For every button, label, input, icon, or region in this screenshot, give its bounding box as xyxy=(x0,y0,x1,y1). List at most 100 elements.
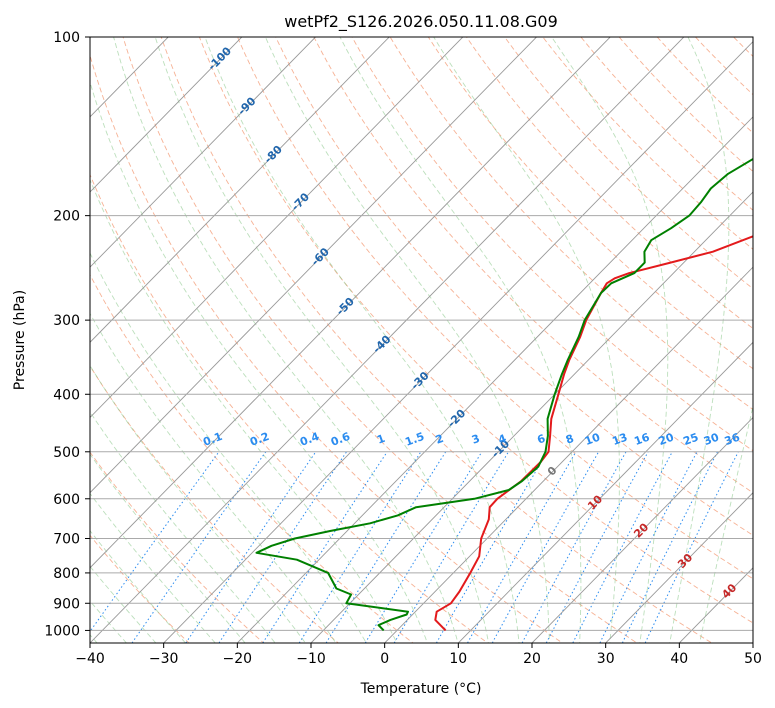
moist-adiabat-line xyxy=(154,37,490,643)
moist-adiabat-line xyxy=(90,312,337,643)
mixing-ratio-label: 0.4 xyxy=(298,430,321,449)
isotherm-line xyxy=(457,341,753,643)
mixing-ratio-label: 1 xyxy=(375,432,387,447)
isotherm-line xyxy=(678,567,753,643)
isotherm-line xyxy=(310,191,753,643)
dry-adiabat-line xyxy=(580,37,753,211)
isotherm-line xyxy=(90,37,611,569)
mixing-ratio-label: 0.2 xyxy=(248,430,271,449)
temperature-profile xyxy=(434,235,753,632)
dry-adiabat-line xyxy=(745,10,775,655)
isotherm-line xyxy=(90,37,390,343)
moist-adiabat-line xyxy=(669,37,730,643)
dewpoint-profile xyxy=(255,157,753,632)
isotherm-line xyxy=(384,266,753,643)
moist-adiabat-line xyxy=(433,37,620,643)
dry-adiabat-line xyxy=(313,37,753,494)
moist-adiabat-line xyxy=(90,178,398,643)
y-tick-label: 700 xyxy=(53,532,80,548)
x-tick-label: 20 xyxy=(523,651,541,667)
moist-adiabat-line xyxy=(90,530,187,643)
mixing-ratio-line xyxy=(218,451,348,643)
isobar-gridlines xyxy=(90,37,753,631)
moist-adiabat-line xyxy=(90,565,157,643)
mixing-ratio-line xyxy=(364,451,483,643)
dry-adiabat-line xyxy=(90,173,489,643)
mixing-ratio-line xyxy=(185,451,317,643)
moist-adiabat-line xyxy=(90,600,128,643)
isotherm-line xyxy=(163,41,753,643)
mixing-ratio-label: 16 xyxy=(633,430,652,448)
mixing-ratio-line xyxy=(545,451,649,643)
moist-adiabat-line xyxy=(264,37,550,643)
mixing-ratio-line xyxy=(521,451,627,643)
y-axis-title: Pressure (hPa) xyxy=(12,290,28,390)
isotherm-line xyxy=(90,37,685,643)
mixing-ratio-label: 0.1 xyxy=(201,430,224,449)
isotherm-line xyxy=(90,37,243,193)
moist-adiabat-line xyxy=(204,37,520,643)
mixing-ratio-label: 10 xyxy=(583,430,602,448)
x-tick-label: 10 xyxy=(449,651,467,667)
mixing-ratio-line xyxy=(298,451,422,643)
x-tick-label: 30 xyxy=(597,651,615,667)
isotherm-line xyxy=(90,37,538,494)
moist-adiabat-line xyxy=(90,252,367,643)
mixing-ratio-label: 8 xyxy=(564,432,576,447)
dry-adiabat-line xyxy=(237,37,753,580)
mixing-ratio-label: 25 xyxy=(681,431,700,448)
y-tick-label: 600 xyxy=(53,492,80,508)
plot-area: -100-90-80-70-60-50-40-30-20-10010203040… xyxy=(90,10,775,655)
mixing-ratio-line xyxy=(467,451,577,643)
mixing-ratio-label: 36 xyxy=(723,430,742,448)
mixing-ratio-label: 20 xyxy=(657,430,676,448)
y-tick-label: 1000 xyxy=(44,623,80,639)
dry-adiabat-line xyxy=(90,534,190,643)
isotherms xyxy=(90,37,753,643)
moist-adiabat-line xyxy=(90,364,306,643)
isotherm-line xyxy=(236,116,753,643)
dry-adiabat-line xyxy=(504,37,753,290)
y-axis: 100 200 300 400 500 600 700 800 900 1000 xyxy=(44,30,90,639)
x-axis-title: Temperature (°C) xyxy=(360,681,482,697)
mixing-ratio-line xyxy=(262,451,388,643)
isotherm-line xyxy=(90,37,169,118)
mixing-ratio-line xyxy=(572,451,673,643)
x-tick-label: 0 xyxy=(380,651,389,667)
moist-adiabat-line xyxy=(90,411,276,643)
y-tick-label: 400 xyxy=(53,387,80,403)
mixing-ratio-line xyxy=(435,451,548,643)
mixing-ratio-label: 2 xyxy=(434,432,446,447)
x-tick-label: −10 xyxy=(296,651,326,667)
x-tick-label: −20 xyxy=(223,651,253,667)
moist-adiabat-line xyxy=(113,37,459,643)
mixing-ratio-label: 0.6 xyxy=(329,430,352,449)
mixing-ratio-label: 3 xyxy=(470,432,482,447)
plot-frame xyxy=(89,36,754,644)
mixing-ratio-label: 6 xyxy=(535,432,547,447)
mixing-ratio-label: 4 xyxy=(497,432,509,447)
x-axis: −40 −30 −20 −10 0 10 20 30 40 50 xyxy=(75,643,762,667)
y-tick-label: 800 xyxy=(53,566,80,582)
moist-adiabat-line xyxy=(699,404,753,643)
dry-adiabat-line xyxy=(198,37,753,624)
mixing-ratio-label: 1.5 xyxy=(403,430,426,449)
dry-adiabat-line xyxy=(427,37,753,370)
moist-adiabat-line xyxy=(90,453,246,643)
dry-adiabat-line xyxy=(90,54,564,643)
mixing-ratio-line xyxy=(491,451,600,643)
mixing-ratio-label: 30 xyxy=(702,430,721,448)
dry-adiabat-line xyxy=(351,37,753,452)
dry-adiabat-line xyxy=(465,37,753,330)
x-tick-label: 50 xyxy=(744,651,762,667)
y-tick-label: 100 xyxy=(53,30,80,46)
isotherm-line xyxy=(90,37,464,419)
y-tick-label: 500 xyxy=(53,445,80,461)
y-tick-label: 300 xyxy=(53,313,80,329)
dry-adiabat-line xyxy=(542,37,753,250)
mixing-ratio-line xyxy=(599,451,698,643)
mixing-ratio-label: 13 xyxy=(610,431,629,448)
y-tick-label: 200 xyxy=(53,209,80,225)
isotherm-line xyxy=(752,642,753,643)
